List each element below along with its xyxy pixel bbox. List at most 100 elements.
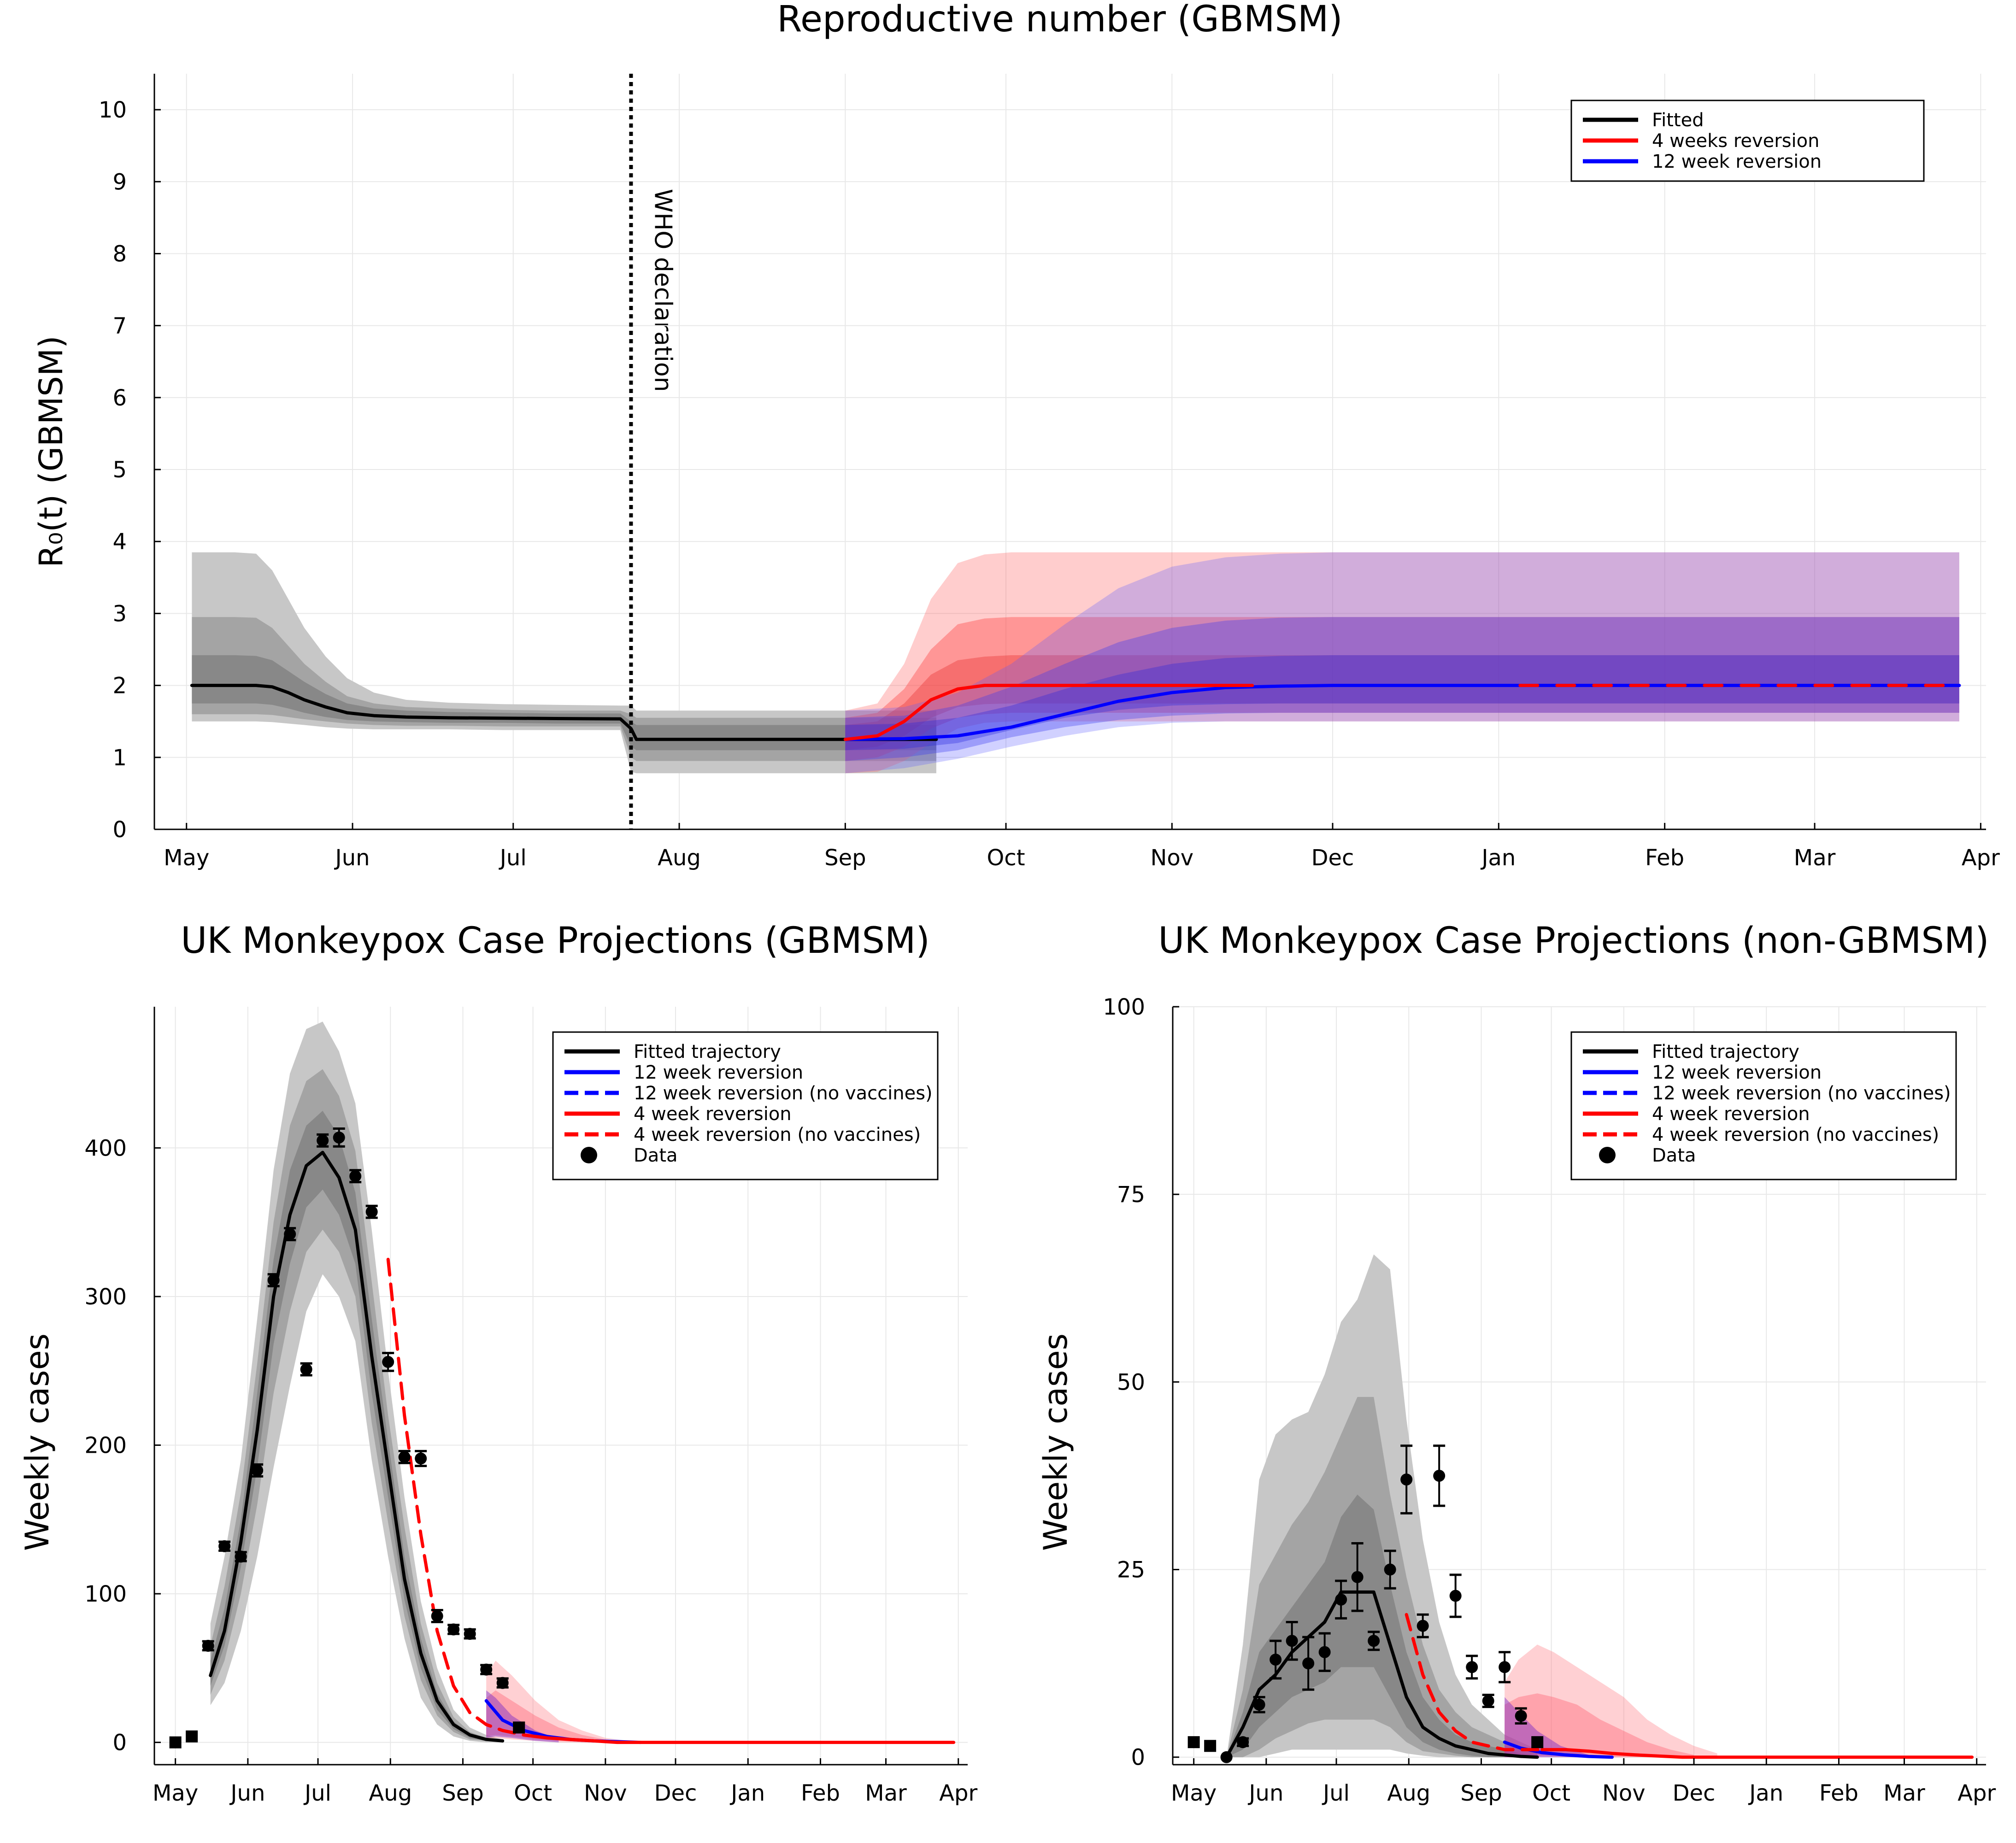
gbmsm-4week-line: [522, 1733, 956, 1744]
nongbmsm-data-point: [1400, 1473, 1413, 1486]
r0-y-axis-label: R₀(t) (GBMSM): [32, 335, 70, 567]
nongbmsm-legend-label-2: 12 week reversion (no vaccines): [1652, 1083, 1951, 1104]
nongbmsm-data-point: [1499, 1661, 1511, 1673]
r0-y-tick-label-3: 3: [112, 601, 127, 627]
gbmsm-fitted-band-3: [210, 1110, 503, 1743]
nongbmsm-legend-label-4: 4 week reversion (no vaccines): [1652, 1124, 1939, 1145]
gbmsm-data-point: [496, 1677, 509, 1689]
r0-y-tick-label-4: 4: [112, 529, 127, 555]
nongbmsm-x-tick-label-jul: Jul: [1322, 1780, 1350, 1806]
nongbmsm-x-tick-label-nov: Nov: [1602, 1780, 1646, 1806]
gbmsm-data-point: [382, 1356, 394, 1368]
nongbmsm-data-point: [1286, 1635, 1298, 1647]
nongbmsm-12week-line: [1503, 1740, 1614, 1759]
r0-x-tick-label-sep: Sep: [824, 845, 866, 871]
gbmsm-legend-label-2: 12 week reversion (no vaccines): [634, 1083, 933, 1104]
nongbmsm-data-point: [1302, 1657, 1315, 1670]
gbmsm-x-tick-label-oct: Oct: [514, 1780, 552, 1806]
r0-x-tick-label-jun: Jun: [334, 845, 370, 871]
gbmsm-legend-box: [552, 1031, 939, 1180]
r0-x-tick-label-aug: Aug: [658, 845, 701, 871]
gbmsm-fitted-line: [209, 1150, 505, 1743]
gbmsm-y-tick-label-0: 0: [112, 1730, 127, 1756]
r0-x-tick-label-feb: Feb: [1645, 845, 1684, 871]
nongbmsm-data-point: [1482, 1695, 1494, 1707]
nongbmsm-data-point: [1204, 1740, 1217, 1752]
gbmsm-data-point: [284, 1228, 296, 1240]
r0-12week-band-1: [845, 552, 1959, 774]
r0-x-tick-label-jul: Jul: [499, 845, 527, 871]
r0-x-tick-label-apr: Apr: [1962, 845, 2000, 871]
nongbmsm-data-point: [1237, 1736, 1249, 1749]
gbmsm-data-point: [365, 1206, 378, 1218]
nongbmsm-legend-marker-data: [1599, 1147, 1616, 1163]
nongbmsm-x-tick-label-oct: Oct: [1532, 1780, 1570, 1806]
nongbmsm-y-tick-label-0: 0: [1131, 1745, 1145, 1771]
nongbmsm-legend-label-1: 12 week reversion: [1652, 1062, 1822, 1083]
gbmsm-data-point: [202, 1639, 214, 1652]
nongbmsm-data-point: [1351, 1571, 1364, 1583]
gbmsm-chart-title: UK Monkeypox Case Projections (GBMSM): [181, 920, 930, 962]
r0-y-tick-label-5: 5: [112, 457, 127, 483]
gbmsm-legend-label-3: 4 week reversion: [634, 1103, 792, 1125]
nongbmsm-data-point: [1253, 1698, 1265, 1711]
gbmsm-data-point: [464, 1628, 476, 1640]
r0-x-tick-label-mar: Mar: [1794, 845, 1836, 871]
nongbmsm-x-tick-label-dec: Dec: [1673, 1780, 1716, 1806]
nongbmsm-data-point: [1416, 1620, 1429, 1632]
r0-4week-line: [843, 684, 1254, 741]
nongbmsm-fitted-band-3: [1226, 1494, 1538, 1757]
gbmsm-data-point: [431, 1610, 443, 1622]
r0-x-tick-label-jan: Jan: [1480, 845, 1516, 871]
nongbmsm-4week-band-2: [1505, 1693, 1694, 1757]
gbmsm-legend-label-0: Fitted trajectory: [634, 1041, 781, 1062]
gbmsm-data-point: [169, 1736, 182, 1749]
r0-y-tick-label-9: 9: [112, 169, 127, 195]
r0-plot-area: [190, 552, 1961, 774]
gbmsm-data-point: [447, 1623, 460, 1636]
nongbmsm-data-point: [1318, 1646, 1331, 1658]
r0-x-tick-label-may: May: [164, 845, 209, 871]
gbmsm-x-tick-label-apr: Apr: [939, 1780, 977, 1806]
gbmsm-data-point: [480, 1663, 493, 1676]
gbmsm-data-point: [513, 1721, 525, 1734]
gbmsm-data-point: [333, 1131, 345, 1144]
gbmsm-x-tick-label-nov: Nov: [584, 1780, 627, 1806]
nongbmsm-x-tick-label-aug: Aug: [1387, 1780, 1430, 1806]
gbmsm-data-point: [317, 1134, 329, 1147]
nongbmsm-x-tick-label-jun: Jun: [1247, 1780, 1283, 1806]
gbmsm-4week-line-dashed: [386, 1257, 525, 1737]
r0-x-tick-label-oct: Oct: [987, 845, 1025, 871]
nongbmsm-legend-label-3: 4 week reversion: [1652, 1103, 1810, 1125]
gbmsm-x-tick-label-jan: Jan: [729, 1780, 765, 1806]
r0-y-tick-label-8: 8: [112, 241, 127, 267]
r0-y-tick-label-0: 0: [112, 817, 127, 843]
nongbmsm-data-point: [1384, 1563, 1396, 1576]
nongbmsm-data-point: [1220, 1751, 1233, 1763]
nongbmsm-legend-box: [1570, 1031, 1957, 1180]
nongbmsm-plot-area: [1225, 1254, 1974, 1759]
gbmsm-y-tick-label-400: 400: [84, 1135, 127, 1161]
gbmsm-legend-label-4: 4 week reversion (no vaccines): [634, 1124, 921, 1145]
r0-legend-label-0: Fitted: [1652, 110, 1704, 131]
gbmsm-legend-marker-data: [581, 1147, 597, 1163]
gbmsm-x-tick-label-feb: Feb: [801, 1780, 840, 1806]
r0-12week-band-2: [845, 617, 1959, 761]
gbmsm-data-point: [349, 1170, 362, 1182]
r0-x-tick-label-dec: Dec: [1311, 845, 1354, 871]
nongbmsm-12week-band: [1505, 1697, 1589, 1757]
nongbmsm-chart-title: UK Monkeypox Case Projections (non-GBMSM…: [1158, 920, 1989, 962]
nongbmsm-data-point: [1466, 1661, 1478, 1673]
gbmsm-x-tick-label-mar: Mar: [865, 1780, 907, 1806]
r0-y-tick-label-10: 10: [99, 97, 127, 123]
r0-panel: Reproductive number (GBMSM) R₀(t) (GBMSM…: [32, 0, 2000, 871]
gbmsm-panel: UK Monkeypox Case Projections (GBMSM) We…: [18, 920, 977, 1806]
nongbmsm-data-point: [1531, 1736, 1544, 1749]
r0-chart-title: Reproductive number (GBMSM): [777, 0, 1342, 40]
nongbmsm-4week-band-1: [1505, 1644, 1717, 1757]
nongbmsm-x-tick-label-apr: Apr: [1957, 1780, 1996, 1806]
nongbmsm-data-point: [1368, 1635, 1380, 1647]
nongbmsm-4week-line-dashed: [1405, 1613, 1544, 1751]
gbmsm-data-point: [415, 1452, 427, 1465]
